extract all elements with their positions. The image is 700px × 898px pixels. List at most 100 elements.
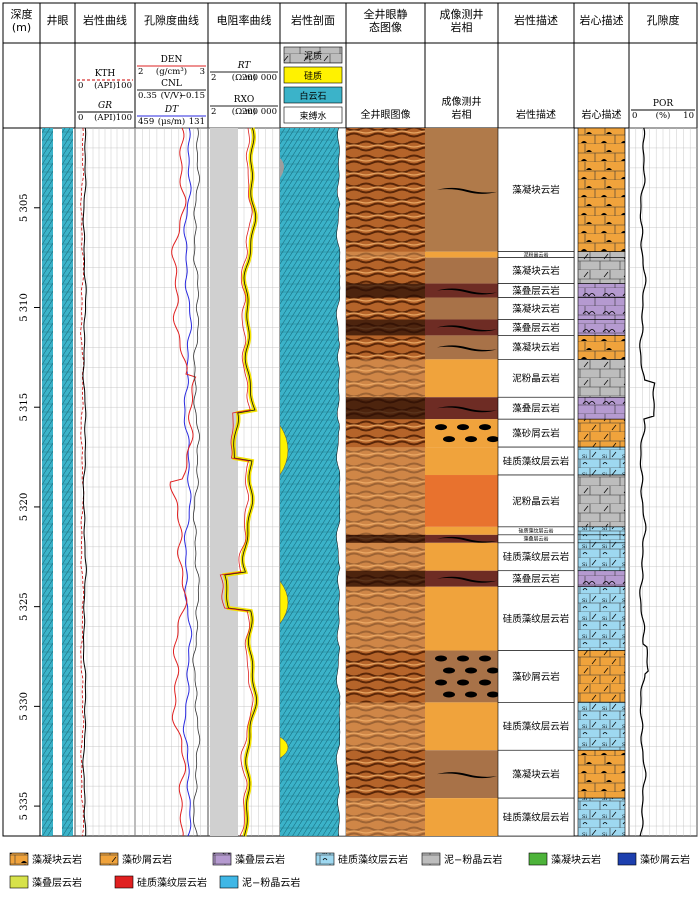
core-interval: [577, 526, 626, 536]
core-interval: [577, 534, 626, 544]
description-label: 藻叠层云岩: [512, 573, 560, 585]
por-curve: [639, 127, 656, 837]
profile-legend-label: 泥质: [304, 50, 322, 62]
description-label: 藻凝块云岩: [512, 184, 560, 196]
kth-curve: [80, 127, 85, 837]
borehole-wall-left: [42, 128, 53, 836]
core-interval: [577, 335, 626, 360]
depth-label: 5 315: [19, 393, 30, 422]
description-label: 藻凝块云岩: [512, 342, 560, 354]
profile-legend-label: 白云石: [299, 90, 326, 102]
profile-dolomite: [280, 128, 346, 836]
facies-oval-mark: [457, 424, 469, 431]
profile-legend-label: 束缚水: [299, 110, 326, 122]
column-header-borehole: 井眼: [47, 13, 69, 27]
depth-label: 5 325: [19, 592, 30, 621]
description-cell: [497, 418, 575, 448]
legend-label: 藻凝块云岩: [551, 853, 601, 866]
curve-min-cnl: 0.35: [138, 91, 157, 101]
curve-max-rxo: 200 000: [242, 107, 277, 117]
description-label: 硅质藻纹层云岩: [503, 721, 570, 733]
description-label: 藻叠层云岩: [512, 285, 560, 297]
column-header-litho: 岩性曲线: [83, 13, 127, 27]
depth-label: 5 310: [19, 293, 30, 322]
curve-name-rt: RT: [237, 61, 252, 71]
description-label: 藻凝块云岩: [512, 303, 560, 315]
facies-interval: [425, 359, 498, 398]
static-image-light-band: [346, 251, 425, 258]
depth-label: 5 335: [19, 792, 30, 821]
legend-swatch: [315, 852, 335, 866]
column-header-resist: 电阻率曲线: [217, 13, 272, 27]
static-image: [346, 128, 425, 836]
static-image-light-band: [346, 526, 425, 535]
legend-swatch: [421, 852, 441, 866]
curve-name-dt: DT: [164, 105, 179, 115]
curve-name-kth: KTH: [95, 69, 116, 79]
description-label: 硅质藻纹层云岩: [518, 528, 553, 535]
description-label: 泥粉晶云岩: [512, 373, 560, 385]
column-header-porosity: 孔隙度: [647, 13, 680, 27]
dt-curve: [182, 127, 193, 837]
track-subheader-core: 岩心描述: [582, 108, 622, 121]
core-interval: [577, 749, 626, 799]
legend-label: 藻叠层云岩: [32, 876, 82, 889]
resistivity-background: [210, 128, 238, 836]
curve-unit-rt: (Ω·m): [232, 72, 256, 83]
curve-max-por: 10: [683, 111, 694, 121]
track-subheader-desc: 岩性描述: [516, 108, 556, 121]
curve-unit-den: (g/cm³): [156, 66, 187, 77]
profile-legend-swatch: [283, 66, 343, 84]
facies-oval-mark: [457, 655, 469, 662]
static-image-light-band: [346, 702, 425, 751]
description-label: 硅质藻纹层云岩: [503, 811, 570, 823]
static-image-light-band: [346, 447, 425, 476]
legend-swatch: [528, 852, 548, 866]
facies-interval: [425, 586, 498, 651]
facies-wavy-mark: [437, 345, 497, 352]
curve-max-rt: 200 000: [242, 73, 277, 83]
track-subheader-facies: 岩相: [452, 108, 472, 121]
legend-swatch: [114, 875, 134, 889]
facies-interval: [425, 702, 498, 751]
facies-interval: [425, 798, 498, 836]
curve-max-gr: 100: [116, 113, 132, 123]
curve-max-kth: 100: [116, 81, 132, 91]
facies-oval-mark: [465, 667, 477, 674]
description-cell: [497, 257, 575, 284]
curve-min-rt: 2: [211, 73, 216, 83]
facies-interval: [425, 475, 498, 527]
facies-interval: [425, 419, 498, 448]
facies-interval: [425, 251, 498, 258]
core-interval: [577, 797, 626, 837]
gr-curve: [82, 127, 87, 837]
facies-oval-mark: [443, 691, 455, 698]
description-label: 藻凝块云岩: [512, 768, 560, 780]
curve-min-gr: 0: [78, 113, 83, 123]
core-interval: [577, 650, 626, 703]
core-interval: [577, 702, 626, 751]
profile-silica: [279, 580, 289, 625]
curve-unit-kth: (API): [94, 80, 116, 91]
column-header-depth: 深度: [11, 7, 33, 21]
rt-curve: [224, 127, 258, 837]
description-cell: [497, 797, 575, 837]
static-image-light-band: [346, 359, 425, 398]
description-label: 泥粉晶云岩: [523, 251, 548, 258]
profile-legend-swatch: [283, 106, 343, 124]
column-header-profile: 岩性剖面: [291, 13, 335, 27]
description-label: 藻叠层云岩: [512, 322, 560, 334]
profile-mud: [280, 158, 284, 178]
description-label: 硅质藻纹层云岩: [503, 551, 570, 563]
facies-oval-mark: [487, 667, 499, 674]
legend-label: 硅质藻纹层云岩: [338, 853, 408, 866]
legend-swatch: [212, 852, 232, 866]
column-header-facies: 岩相: [451, 20, 473, 34]
legend-label: 藻砂屑云岩: [640, 853, 690, 866]
facies-interval: [425, 447, 498, 476]
curve-name-rxo: RXO: [234, 95, 254, 105]
core-interval: [577, 396, 626, 420]
facies-oval-mark: [443, 436, 455, 443]
facies-wavy-mark: [437, 536, 497, 543]
